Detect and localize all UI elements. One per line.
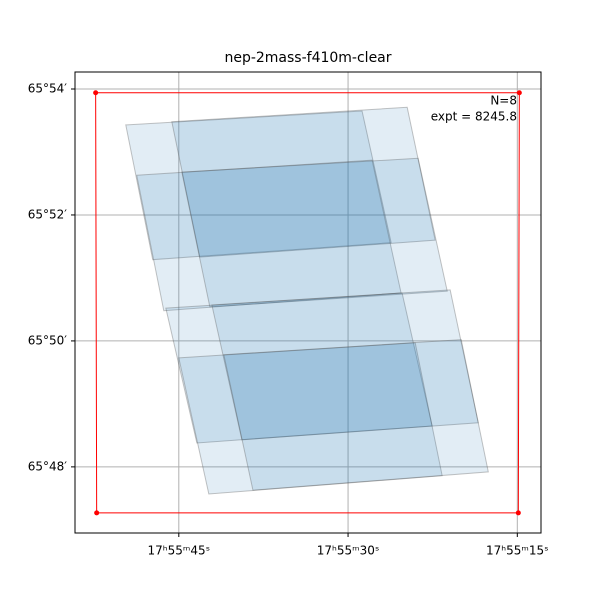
y-tick-label: 65°52′ [28, 207, 68, 221]
y-tick-label: 65°54′ [28, 82, 68, 96]
chart-title: nep-2mass-f410m-clear [224, 50, 391, 66]
x-tick-label: 17ʰ55ᵐ45ˢ [147, 544, 210, 558]
plot-area [75, 72, 541, 533]
y-tick-label: 65°48′ [28, 459, 68, 473]
footprint [125, 110, 392, 261]
footprint [223, 339, 489, 491]
annotation: N=8 [490, 94, 517, 108]
annotation: expt = 8245.8 [431, 110, 517, 124]
footprint [211, 289, 479, 441]
axes-frame [74, 71, 542, 534]
footprint [171, 106, 436, 258]
box-vertex [516, 90, 522, 96]
x-tick-label: 17ʰ55ᵐ15ˢ [486, 544, 549, 558]
y-tick-label: 65°50′ [28, 333, 68, 347]
footprint [181, 157, 448, 308]
box-vertex [515, 510, 521, 516]
box-vertex [94, 510, 100, 516]
x-tick-label: 17ʰ55ᵐ30ˢ [317, 544, 380, 558]
footprint [178, 342, 443, 495]
footprint [136, 159, 402, 312]
box-vertex [93, 90, 99, 96]
footprint [165, 292, 433, 444]
